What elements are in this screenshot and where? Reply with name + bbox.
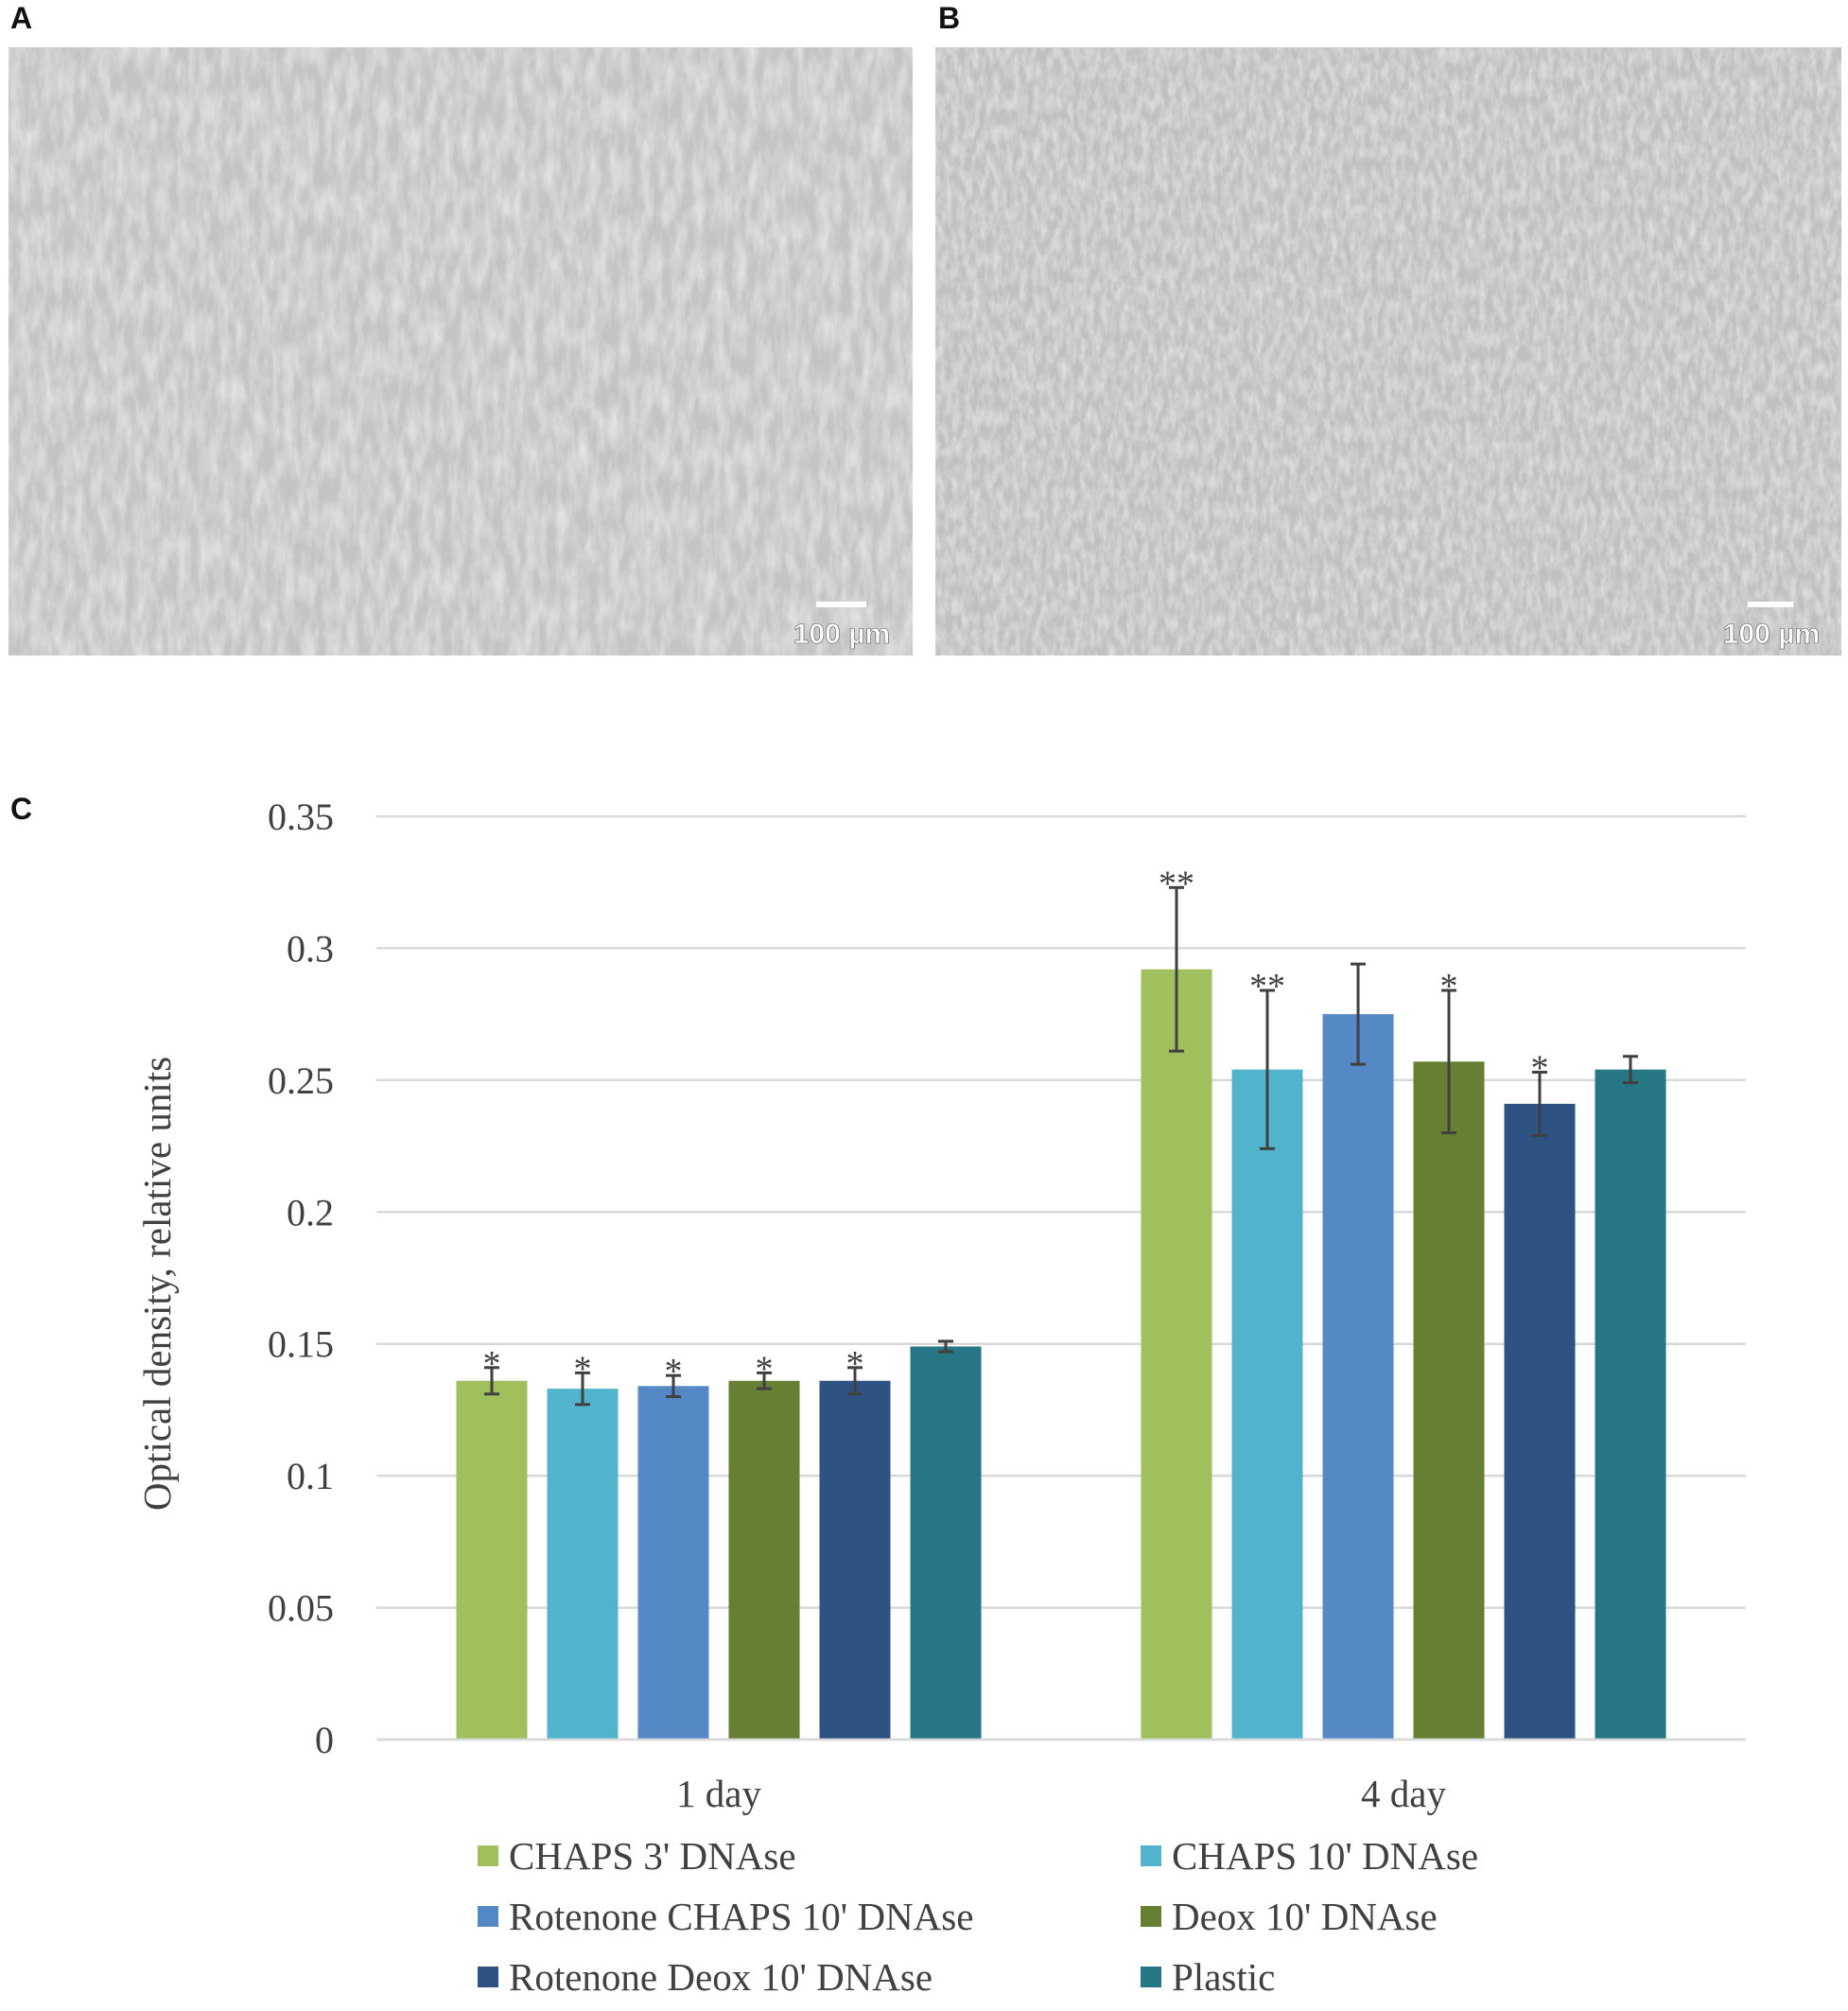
bar: [547, 1389, 619, 1740]
legend-label: Deox 10' DNAse: [1172, 1895, 1438, 1938]
significance-label: *: [483, 1344, 501, 1384]
x-tick-label: 4 day: [1361, 1772, 1446, 1815]
bar: [1141, 969, 1212, 1740]
legend-label: Rotenone CHAPS 10' DNAse: [509, 1895, 973, 1938]
legend-label: CHAPS 3' DNAse: [509, 1834, 796, 1878]
legend-swatch: [478, 1845, 498, 1866]
significance-label: *: [665, 1352, 683, 1391]
error-bar: [666, 1373, 681, 1398]
legend-label: CHAPS 10' DNAse: [1172, 1834, 1478, 1878]
y-tick-label: 0.3: [287, 927, 334, 970]
legend-swatch: [478, 1967, 498, 1987]
error-bar: [1441, 988, 1456, 1135]
panel-label: B: [938, 1, 960, 35]
error-bar: [1532, 1070, 1547, 1137]
y-tick-label: 0.05: [268, 1587, 334, 1630]
micrograph-texture: [9, 47, 913, 656]
legend-swatch: [1141, 1967, 1161, 1987]
legend-swatch: [1141, 1845, 1161, 1866]
error-bar: [1169, 885, 1184, 1053]
y-tick-label: 0.25: [268, 1059, 334, 1102]
error-bar: [1623, 1055, 1638, 1085]
bar: [1231, 1069, 1303, 1740]
legend-label: Plastic: [1172, 1955, 1275, 1999]
legend-swatch: [1141, 1906, 1161, 1927]
bar: [728, 1380, 800, 1740]
error-bar: [757, 1371, 772, 1390]
y-axis-label: Optical density, relative units: [135, 1057, 179, 1511]
x-tick-label: 1 day: [676, 1772, 761, 1815]
significance-label: *: [756, 1349, 774, 1389]
error-bar: [1351, 962, 1366, 1066]
scale-bar: [1748, 602, 1793, 607]
legend-label: Rotenone Deox 10' DNAse: [509, 1955, 933, 1999]
y-tick-label: 0.2: [287, 1191, 334, 1233]
y-tick-label: 0.35: [268, 796, 334, 838]
error-bar: [484, 1366, 499, 1396]
scale-label: 100 µm: [1723, 619, 1820, 650]
error-bar: [1260, 988, 1275, 1150]
bar: [637, 1386, 709, 1740]
micrograph-texture: [935, 47, 1841, 656]
bar: [1413, 1061, 1485, 1740]
bar: [910, 1346, 982, 1740]
scale-bar: [816, 602, 866, 607]
y-tick-label: 0.1: [287, 1455, 334, 1497]
bar: [1595, 1069, 1666, 1740]
error-bar: [847, 1366, 863, 1396]
significance-label: *: [1440, 967, 1458, 1006]
significance-label: **: [1159, 864, 1194, 903]
significance-label: *: [574, 1349, 592, 1389]
bar: [1322, 1014, 1394, 1740]
y-tick-label: 0.15: [268, 1323, 334, 1366]
legend-swatch: [478, 1906, 498, 1927]
significance-label: *: [846, 1344, 864, 1384]
significance-label: *: [1531, 1048, 1549, 1088]
y-tick-label: 0: [315, 1719, 334, 1761]
bar: [456, 1380, 528, 1740]
significance-label: **: [1249, 967, 1285, 1006]
panel-label: A: [10, 1, 32, 35]
error-bar: [938, 1339, 953, 1354]
bar: [1504, 1103, 1576, 1740]
panel-label: C: [10, 792, 32, 826]
bar: [819, 1380, 891, 1740]
error-bar: [575, 1371, 590, 1407]
scale-label: 100 µm: [793, 619, 890, 650]
